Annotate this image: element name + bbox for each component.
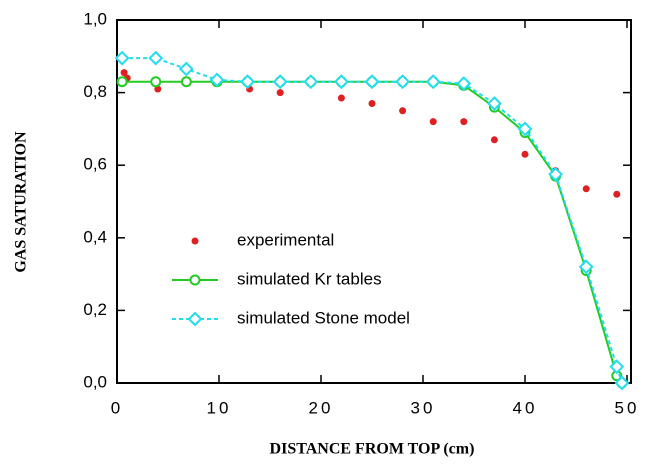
data-point [517,121,533,137]
data-point [178,61,194,77]
y-tick-label: 0,6 [83,155,107,174]
x-tick-label: 0 [111,398,123,417]
data-point [399,107,407,115]
data-point [613,190,621,198]
data-point [368,99,376,107]
x-tick-label: 30 [411,398,436,417]
legend-label: simulated Stone model [237,308,410,327]
series-line [122,80,623,384]
data-point [180,76,192,88]
data-point [364,74,380,90]
x-tick-label: 40 [513,398,538,417]
data-point [548,166,564,182]
x-axis-title: DISTANCE FROM TOP (cm) [270,441,475,458]
data-point [425,74,441,90]
data-point [578,259,594,275]
legend-label: simulated Kr tables [237,269,382,288]
data-point [333,74,349,90]
data-point [148,50,164,66]
y-tick-label: 0,2 [83,300,107,319]
data-point [490,136,498,144]
data-point [521,150,529,158]
data-point [150,76,162,88]
x-tick-label: 10 [207,398,232,417]
data-point [395,74,411,90]
data-point [303,74,319,90]
data-point [429,118,437,126]
data-point [460,118,468,126]
data-point [240,74,255,90]
legend-marker [189,274,201,286]
data-point [272,74,288,90]
data-point [456,76,472,91]
y-axis-title: GAS SATURATION [13,131,30,273]
data-point [120,69,128,77]
data-point [486,96,502,111]
legend-label: experimental [237,230,334,249]
y-tick-label: 0,4 [83,227,107,246]
plot-frame [116,19,632,384]
y-tick-label: 0,8 [83,82,107,101]
data-point [209,72,225,88]
data-point [154,85,162,93]
x-tick-label: 50 [615,398,640,417]
data-point [276,89,284,97]
data-point [609,359,625,375]
data-point [614,375,630,391]
y-tick-label: 0,0 [83,372,107,391]
data-point [116,76,128,88]
data-point [582,185,590,193]
y-tick-label: 1,0 [83,9,107,28]
legend-marker [187,311,203,327]
data-point [337,94,345,102]
x-tick-label: 20 [309,398,334,417]
legend-marker [191,237,199,245]
data-point [114,50,130,66]
